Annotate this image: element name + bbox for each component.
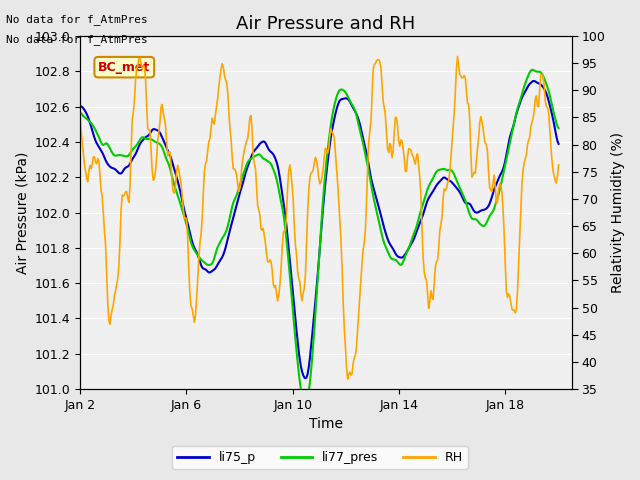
Line: li77_pres: li77_pres: [80, 70, 559, 405]
RH: [555, 162, 563, 168]
li75_p: [301, 375, 309, 381]
RH: [344, 376, 351, 382]
Text: No data for f_AtmPres: No data for f_AtmPres: [6, 14, 148, 25]
li75_p: [531, 78, 538, 84]
RH: [76, 109, 84, 115]
li75_p: [516, 101, 524, 107]
RH: [113, 281, 120, 287]
RH: [457, 73, 465, 79]
RH: [355, 310, 362, 316]
li77_pres: [76, 109, 84, 115]
li75_p: [76, 103, 84, 109]
Line: li75_p: li75_p: [80, 81, 559, 378]
li77_pres: [446, 167, 454, 173]
Y-axis label: Air Pressure (kPa): Air Pressure (kPa): [15, 151, 29, 274]
Text: No data for f̲AtmPres: No data for f̲AtmPres: [6, 34, 148, 45]
li75_p: [113, 168, 120, 174]
li77_pres: [301, 402, 309, 408]
li77_pres: [516, 99, 524, 105]
li75_p: [446, 178, 454, 184]
li77_pres: [456, 185, 463, 191]
Line: RH: RH: [80, 57, 559, 379]
RH: [517, 208, 525, 214]
li77_pres: [113, 153, 120, 158]
li77_pres: [555, 125, 563, 131]
li77_pres: [409, 233, 417, 239]
li75_p: [409, 238, 417, 243]
Text: BC_met: BC_met: [98, 60, 150, 73]
li77_pres: [528, 67, 536, 73]
RH: [409, 154, 417, 159]
Title: Air Pressure and RH: Air Pressure and RH: [236, 15, 415, 33]
li75_p: [355, 117, 362, 123]
Y-axis label: Relativity Humidity (%): Relativity Humidity (%): [611, 132, 625, 293]
RH: [454, 54, 461, 60]
li77_pres: [355, 122, 362, 128]
X-axis label: Time: Time: [309, 418, 343, 432]
li75_p: [456, 189, 463, 195]
RH: [446, 170, 454, 176]
Legend: li75_p, li77_pres, RH: li75_p, li77_pres, RH: [172, 446, 468, 469]
li75_p: [555, 141, 563, 147]
